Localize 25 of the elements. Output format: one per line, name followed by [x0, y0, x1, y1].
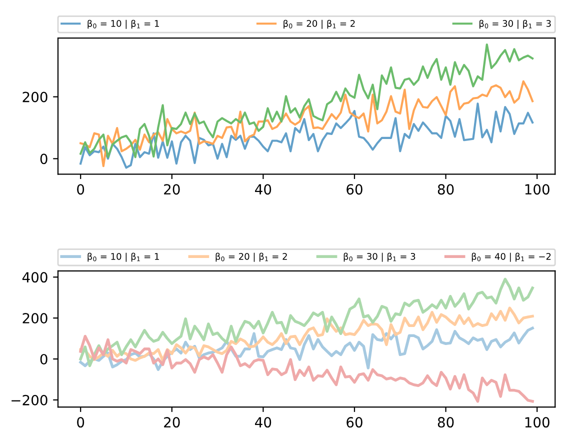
legend-label: β$_{0}$ = 10 | β$_{1}$ = 1	[88, 20, 159, 29]
x-tick-label: 0	[77, 417, 84, 428]
x-tick-label: 80	[438, 417, 454, 428]
legend-label: β$_{0}$ = 20 | β$_{1}$ = 2	[216, 252, 287, 262]
y-tick-label: 0	[40, 154, 48, 164]
x-tick-label: 0	[77, 184, 84, 195]
legend-label: β$_{0}$ = 40 | β$_{1}$ = −2	[472, 252, 551, 262]
y-tick-label: 400	[22, 272, 48, 283]
y-tick-label: 200	[22, 313, 48, 324]
x-tick-label: 40	[255, 417, 272, 428]
y-tick-label: 200	[22, 92, 48, 102]
x-tick-label: 100	[525, 184, 550, 195]
x-tick-label: 100	[525, 417, 550, 428]
x-tick-label: 20	[164, 417, 180, 428]
y-tick-label: −200	[12, 394, 48, 406]
legend-label: β$_{0}$ = 20 | β$_{1}$ = 2	[284, 20, 355, 29]
x-tick-label: 60	[346, 417, 362, 428]
legend-label: β$_{0}$ = 10 | β$_{1}$ = 1	[88, 252, 159, 262]
x-tick-label: 20	[164, 184, 180, 195]
legend-label: β$_{0}$ = 30 | β$_{1}$ = 3	[480, 20, 551, 29]
x-tick-label: 60	[346, 184, 362, 195]
y-tick-label: 0	[40, 354, 48, 364]
x-tick-label: 40	[255, 184, 272, 195]
x-tick-label: 80	[438, 184, 454, 195]
legend-label: β$_{0}$ = 30 | β$_{1}$ = 3	[344, 252, 416, 262]
